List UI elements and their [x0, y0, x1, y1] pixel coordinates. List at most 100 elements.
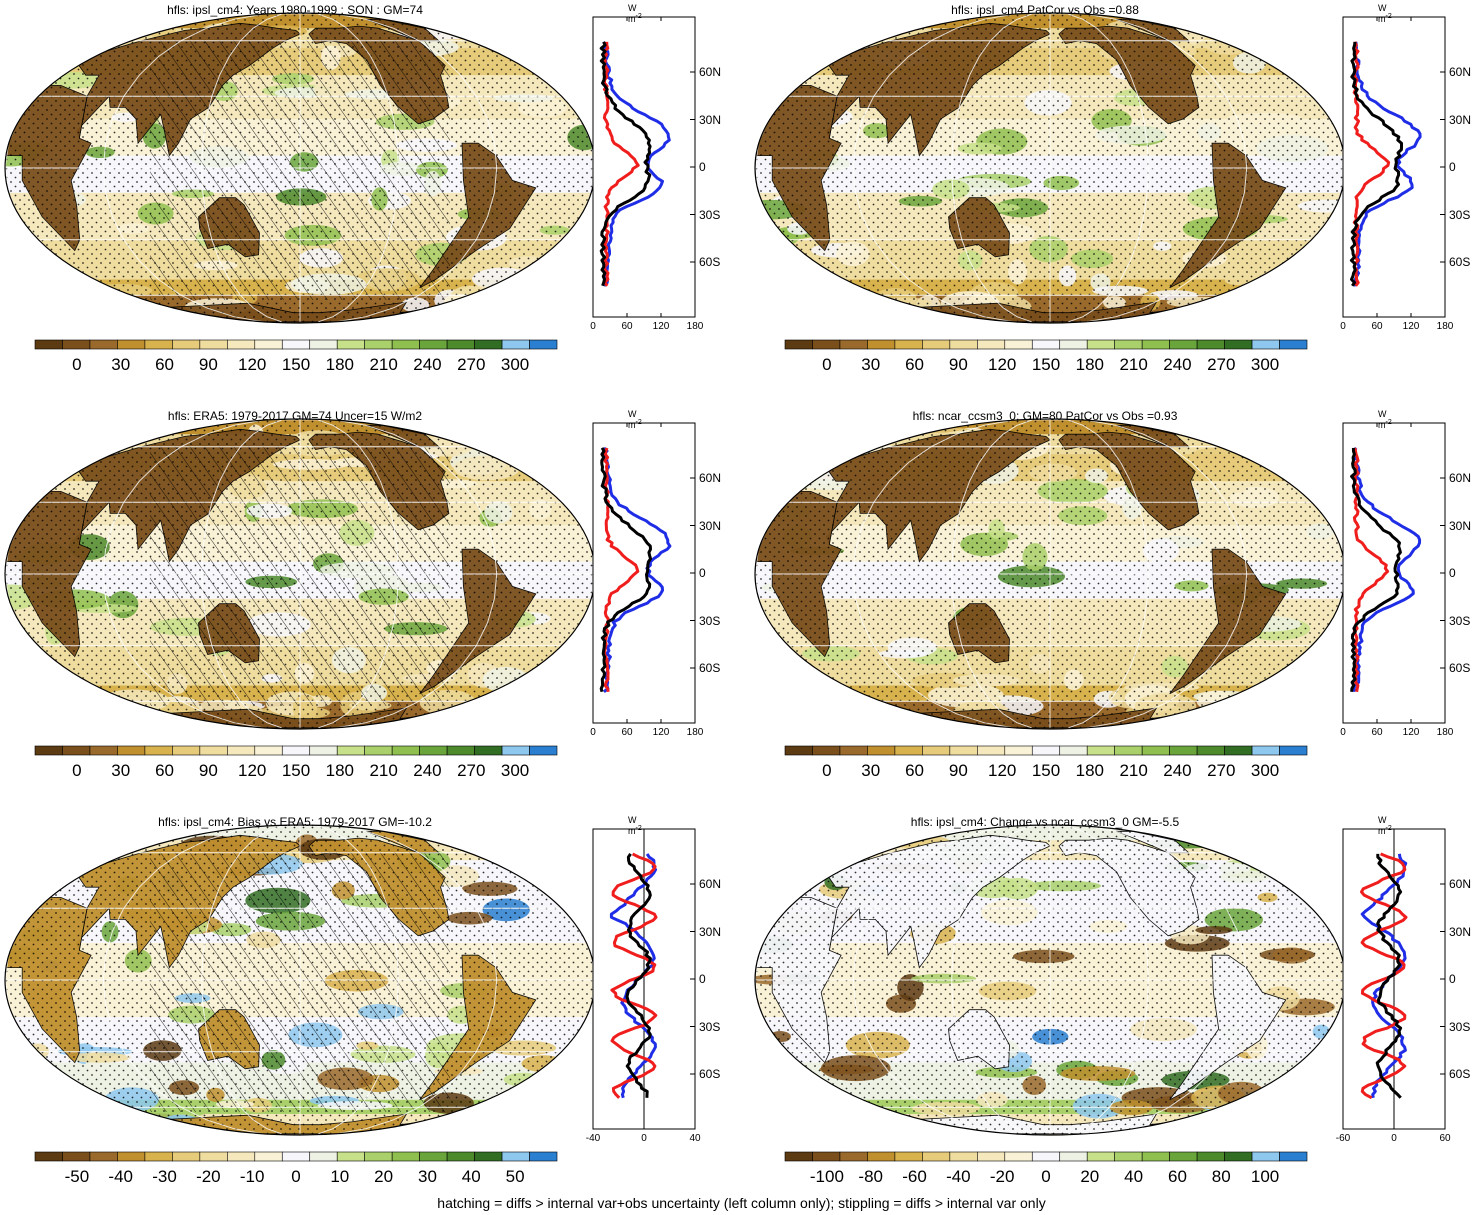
colorbar-segment [1169, 1151, 1198, 1162]
latitude-label: 30N [1449, 924, 1472, 939]
colorbar-segment [949, 339, 978, 350]
colorbar-segment [391, 745, 420, 756]
colorbar-segment [474, 339, 503, 350]
latitude-label: 30S [699, 207, 721, 222]
colorbar-segment [199, 745, 228, 756]
colorbar-segment [199, 1151, 228, 1162]
colorbar-segment [867, 1151, 896, 1162]
colorbar-segment [391, 339, 420, 350]
colorbar-tick-label: 90 [948, 761, 968, 780]
zonal-line-total [1350, 447, 1402, 692]
colorbar-tick-label: -20 [989, 1167, 1015, 1186]
colorbar-tick-label: 150 [281, 761, 311, 780]
map-field [755, 825, 1345, 1135]
colorbar-segment [309, 1151, 338, 1162]
colorbar-labels: -100 -80 -60 -40 -20 0 20 40 60 80 100 [750, 1167, 1310, 1187]
colorbar-segment [446, 1151, 475, 1162]
latitude-label: 30N [699, 924, 722, 939]
colorbar-tick-label: 30 [111, 761, 131, 780]
colorbar-segment [529, 339, 558, 350]
map-field [5, 825, 595, 1135]
colorbar-tick-label: 120 [987, 761, 1017, 780]
colorbar-segment [922, 745, 951, 756]
zonal-xtick-label: -60 [1335, 1133, 1351, 1144]
map-svg [4, 12, 696, 350]
colorbar-tick-label: 240 [413, 355, 442, 374]
colorbar-tick-label: 0 [1041, 1167, 1051, 1186]
colorbar-tick-label: 180 [1075, 355, 1104, 374]
colorbar-segment [336, 1151, 365, 1162]
colorbar-tick-label: -50 [64, 1167, 90, 1186]
colorbar-tick-label: 270 [457, 355, 486, 374]
map-svg [754, 418, 1446, 756]
colorbar-segment [1086, 745, 1115, 756]
panel-title: hfls: ERA5: 1979-2017 GM=74 Uncer=15 W/m… [167, 409, 423, 423]
colorbar-labels: 0 30 60 90 120 150 180 210 240 270 300 [0, 761, 560, 781]
colorbar-tick-label: 270 [457, 761, 486, 780]
colorbar-segment [1169, 745, 1198, 756]
colorbar-segment [144, 339, 173, 350]
colorbar-segment [419, 745, 448, 756]
colorbar-segment [1251, 1151, 1280, 1162]
colorbar-segment [1031, 339, 1061, 350]
zonal-xtick-label: 60 [1439, 1133, 1451, 1144]
map-field [755, 13, 1345, 323]
latitude-label: 60N [699, 471, 722, 485]
colorbar-tick-label: 120 [237, 355, 267, 374]
colorbar-segment [1251, 339, 1280, 350]
zonal-unit-label: W m-2 [628, 409, 642, 430]
colorbar-labels: 0 30 60 90 120 150 180 210 240 270 300 [750, 355, 1310, 375]
colorbar-segment [336, 339, 365, 350]
colorbar-segment [172, 339, 201, 350]
zonal-xtick-label: 180 [686, 727, 704, 738]
colorbar-segment [62, 339, 91, 350]
map-panel-era5: hfls: ERA5: 1979-2017 GM=74 Uncer=15 W/m… [0, 406, 721, 781]
latitude-label: 60N [1449, 471, 1472, 485]
map-svg [754, 12, 1446, 350]
zonal-xtick-label: 0 [590, 321, 596, 332]
colorbar-segment [501, 339, 530, 350]
colorbar-segment [784, 745, 813, 756]
zonal-xtick-label: 120 [652, 727, 670, 738]
latitude-label: 0 [699, 972, 706, 986]
latitude-label: 30N [1449, 112, 1472, 127]
colorbar-tick-label: 300 [500, 761, 530, 780]
colorbar-tick-label: 0 [72, 761, 82, 780]
zonal-xtick-label: 60 [1371, 727, 1383, 738]
colorbar-segment [784, 1151, 813, 1162]
zonal-line-land [1352, 447, 1390, 693]
colorbar-segment [1141, 1151, 1170, 1162]
colorbar-segment [34, 1151, 63, 1162]
colorbar-tick-label: -100 [809, 1167, 844, 1186]
colorbar-segment [254, 339, 283, 350]
zonal-xtick-label: 0 [590, 727, 596, 738]
colorbar-tick-label: 60 [155, 355, 174, 374]
zonal-xtick-label: 120 [1402, 727, 1420, 738]
zonal-mean-plot [1342, 422, 1446, 724]
map-panel-ncar-ccsm3: hfls: ncar_ccsm3_0: GM=80 PatCor vs Obs … [750, 406, 1471, 781]
colorbar-tick-label: 0 [822, 355, 832, 374]
map-field [755, 419, 1345, 729]
colorbar-segment [227, 1151, 256, 1162]
zonal-xtick-label: 180 [686, 321, 704, 332]
colorbar-segment [62, 745, 91, 756]
zonal-line-land [602, 41, 640, 287]
colorbar-segment [474, 1151, 503, 1162]
zonal-unit-label: W m-2 [1378, 409, 1392, 430]
colorbar-segment [894, 339, 923, 350]
latitude-label: 0 [1449, 566, 1456, 580]
colorbar-labels: 0 30 60 90 120 150 180 210 240 270 300 [750, 761, 1310, 781]
latitude-label: 60S [1449, 661, 1471, 675]
colorbar-segment [281, 339, 311, 350]
panel-title: hfls: ipsl_cm4: Years 1980-1999 : SON : … [167, 3, 423, 17]
colorbar-segment [62, 1151, 91, 1162]
colorbar-segment [501, 1151, 530, 1162]
colorbar-segment [812, 745, 841, 756]
colorbar-segment [501, 745, 530, 756]
colorbar-tick-label: 60 [1167, 1167, 1187, 1186]
zonal-xtick-label: 60 [621, 727, 633, 738]
colorbar-tick-label: 60 [905, 761, 924, 780]
panel-title: hfls: ipsl_cm4: Bias vs ERA5: 1979-2017 … [158, 815, 432, 829]
colorbar-segment [281, 1151, 311, 1162]
zonal-xtick-label: 120 [652, 321, 670, 332]
